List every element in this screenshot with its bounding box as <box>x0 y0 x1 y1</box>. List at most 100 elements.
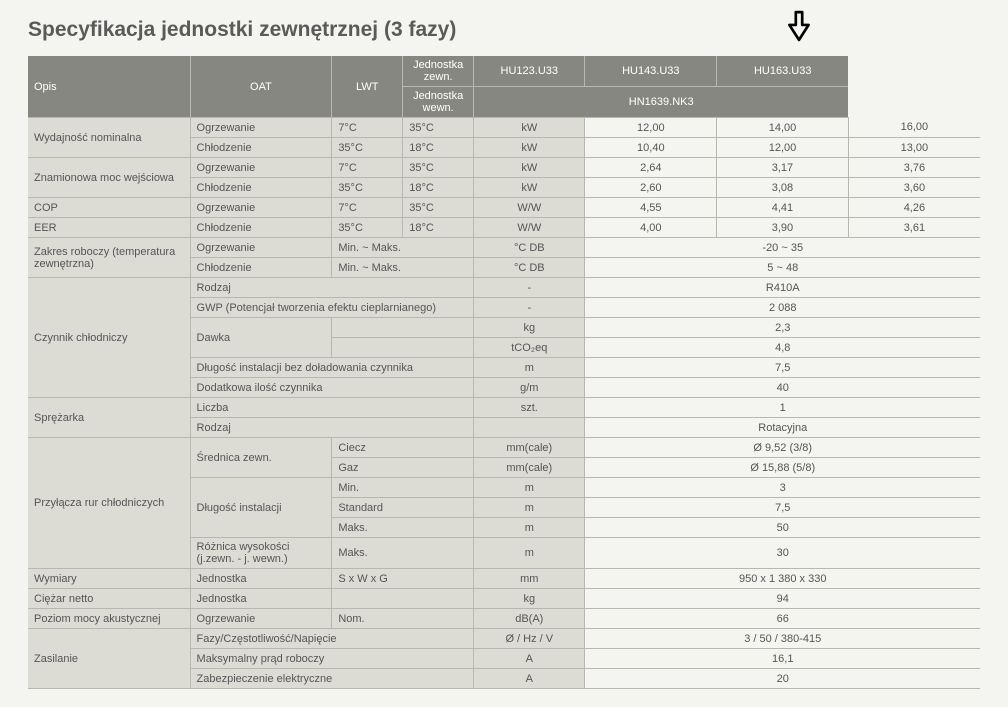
cell-value-span: 7,5 <box>585 498 980 518</box>
cell-label-b: Różnica wysokości (j.zewn. - j. wewn.) <box>190 538 332 569</box>
cell-value: 4,00 <box>585 218 717 238</box>
cell-unit: W/W <box>474 218 585 238</box>
cell-label-cd: Nom. <box>332 609 474 629</box>
th-lwt: LWT <box>332 56 403 118</box>
cell-unit: kW <box>474 158 585 178</box>
cell-value-span: 7,5 <box>585 358 980 378</box>
table-row: ZasilanieFazy/Częstotliwość/NapięcieØ / … <box>28 629 980 649</box>
cell-label-a: Zasilanie <box>28 629 190 689</box>
cell-label-b: Średnica zewn. <box>190 438 332 478</box>
cell-label-bcd: Dodatkowa ilość czynnika <box>190 378 474 398</box>
cell-label-a: COP <box>28 198 190 218</box>
cell-lwt: 35°C <box>403 198 474 218</box>
cell-label-a: Sprężarka <box>28 398 190 438</box>
cell-lwt: 18°C <box>403 138 474 158</box>
page-title: Specyfikacja jednostki zewnętrznej (3 fa… <box>28 18 980 42</box>
cell-oat: 35°C <box>332 218 403 238</box>
cell-value: 4,26 <box>848 198 980 218</box>
cell-unit: kW <box>474 178 585 198</box>
cell-label-b: Ogrzewanie <box>190 238 332 258</box>
cell-label-bcd: Rodzaj <box>190 278 474 298</box>
cell-value-span: 3 <box>585 478 980 498</box>
table-row: SprężarkaLiczbaszt.1 <box>28 398 980 418</box>
cell-unit: szt. <box>474 398 585 418</box>
cell-label-cd: Min. <box>332 478 474 498</box>
cell-label-bcd: Liczba <box>190 398 474 418</box>
cell-unit: dB(A) <box>474 609 585 629</box>
cell-value-span: Ø 9,52 (3/8) <box>585 438 980 458</box>
cell-label-bcd: Rodzaj <box>190 418 474 438</box>
cell-value: 12,00 <box>717 138 849 158</box>
th-oat: OAT <box>190 56 332 118</box>
cell-label-cd: S x W x G <box>332 569 474 589</box>
cell-value-span: 4,8 <box>585 338 980 358</box>
cell-unit: A <box>474 649 585 669</box>
cell-value: 2,60 <box>585 178 717 198</box>
cell-label-b: Chłodzenie <box>190 218 332 238</box>
cell-value: 3,17 <box>717 158 849 178</box>
cell-blank <box>332 338 474 358</box>
cell-unit: A <box>474 669 585 689</box>
cell-label-bcd: Fazy/Częstotliwość/Napięcie <box>190 629 474 649</box>
cell-value-span: 50 <box>585 518 980 538</box>
cell-unit: kW <box>474 138 585 158</box>
cell-value-span: 16,1 <box>585 649 980 669</box>
cell-label-cd: Maks. <box>332 518 474 538</box>
cell-value: 12,00 <box>585 118 717 138</box>
cell-value: 4,41 <box>717 198 849 218</box>
cell-value-span: -20 ~ 35 <box>585 238 980 258</box>
cell-oat: 7°C <box>332 118 403 138</box>
cell-label-b: Ogrzewanie <box>190 158 332 178</box>
cell-blank <box>332 589 474 609</box>
cell-label-b: Ogrzewanie <box>190 609 332 629</box>
table-row: WymiaryJednostkaS x W x Gmm950 x 1 380 x… <box>28 569 980 589</box>
cell-value: 3,76 <box>848 158 980 178</box>
table-row: Zakres roboczy (temperatura zewnętrzna)O… <box>28 238 980 258</box>
cell-unit: - <box>474 298 585 318</box>
cell-value: 3,60 <box>848 178 980 198</box>
cell-unit: tCO₂eq <box>474 338 585 358</box>
cell-label-a: Przyłącza rur chłodniczych <box>28 438 190 569</box>
table-header: Opis OAT LWT Jednostka zewn. HU123.U33 H… <box>28 56 980 118</box>
table-row: Znamionowa moc wejściowaOgrzewanie7°C35°… <box>28 158 980 178</box>
cell-label-a: Poziom mocy akustycznej <box>28 609 190 629</box>
cell-unit: kg <box>474 589 585 609</box>
cell-value-span: Rotacyjna <box>585 418 980 438</box>
cell-value: 4,55 <box>585 198 717 218</box>
cell-value-span: 5 ~ 48 <box>585 258 980 278</box>
cell-label-b: Chłodzenie <box>190 178 332 198</box>
cell-unit: m <box>474 498 585 518</box>
cell-label-b: Jednostka <box>190 569 332 589</box>
table-row: Czynnik chłodniczyRodzaj-R410A <box>28 278 980 298</box>
cell-label-a: Czynnik chłodniczy <box>28 278 190 398</box>
th-jw: Jednostka wewn. <box>403 87 474 118</box>
table-row: EERChłodzenie35°C18°CW/W4,003,903,61 <box>28 218 980 238</box>
cell-label-b: Chłodzenie <box>190 258 332 278</box>
cell-value-span: 94 <box>585 589 980 609</box>
cell-oat: 7°C <box>332 198 403 218</box>
cell-lwt: 35°C <box>403 118 474 138</box>
cell-oat: 7°C <box>332 158 403 178</box>
cell-label-b: Dawka <box>190 318 332 358</box>
cell-value-span: 950 x 1 380 x 330 <box>585 569 980 589</box>
cell-label-cd: Min. ~ Maks. <box>332 258 474 278</box>
cell-value: 2,64 <box>585 158 717 178</box>
cell-label-cd: Standard <box>332 498 474 518</box>
cell-lwt: 18°C <box>403 178 474 198</box>
th-mall: HN1639.NK3 <box>474 87 849 118</box>
cell-unit: - <box>474 278 585 298</box>
table-row: Przyłącza rur chłodniczychŚrednica zewn.… <box>28 438 980 458</box>
cell-unit: mm <box>474 569 585 589</box>
table-row: COPOgrzewanie7°C35°CW/W4,554,414,26 <box>28 198 980 218</box>
th-jz: Jednostka zewn. <box>403 56 474 87</box>
cell-value: 3,90 <box>717 218 849 238</box>
cell-label-b: Jednostka <box>190 589 332 609</box>
table-row: Wydajność nominalnaOgrzewanie7°C35°CkW12… <box>28 118 980 138</box>
th-m2: HU143.U33 <box>585 56 717 87</box>
cell-label-b: Długość instalacji <box>190 478 332 538</box>
cell-value-span: 30 <box>585 538 980 569</box>
cell-unit: Ø / Hz / V <box>474 629 585 649</box>
cell-unit: °C DB <box>474 238 585 258</box>
cell-value-span: 40 <box>585 378 980 398</box>
th-m3: HU163.U33 <box>717 56 849 87</box>
